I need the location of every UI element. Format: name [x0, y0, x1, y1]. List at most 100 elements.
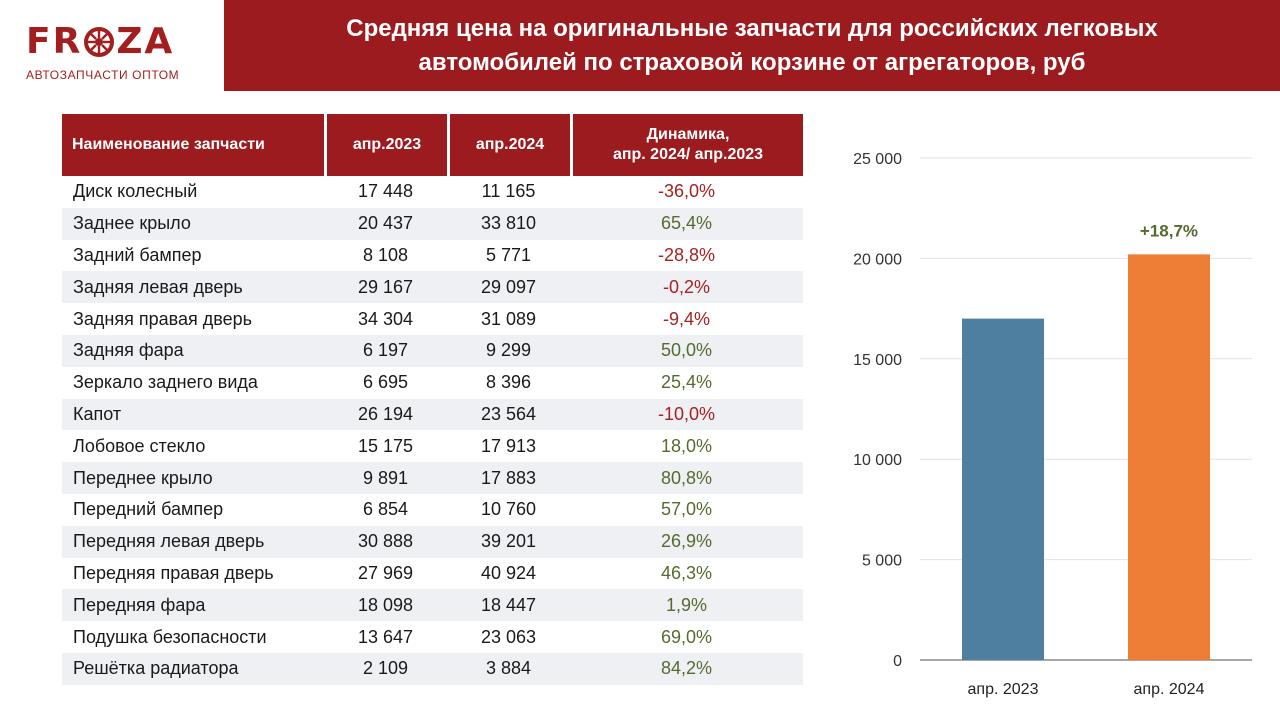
header-apr2024: апр.2024 [447, 114, 570, 176]
cell-apr2023: 8 108 [362, 244, 409, 265]
cell-change: 69,0% [660, 626, 713, 647]
bar-chart: 0 5 000 10 000 15 000 20 000 25 000 апр. 2023 а… [853, 151, 1252, 698]
table-row: Задняя фара 6 197 9 299 50,0% [62, 334, 803, 367]
header-dynamics: Динамика, апр. 2024/ апр.2023 [570, 114, 803, 176]
table-row: Переднее крыло 9 891 17 883 80,8% [62, 462, 803, 494]
cell-part-name: Капот [62, 398, 324, 431]
y-tick-label: 10 000 [853, 452, 902, 469]
table-row: Задний бампер 8 108 5 771 -28,8% [62, 240, 803, 272]
table-row: Заднее крыло 20 437 33 810 65,4% [62, 207, 803, 240]
cell-part-name: Переднее крыло [62, 462, 324, 494]
cell-apr2024: 31 089 [480, 308, 537, 329]
cell-apr2024: 29 097 [447, 271, 570, 304]
table-row: Решётка радиатора 2 109 3 884 84,2% [62, 652, 803, 685]
cell-apr2024: 23 063 [480, 626, 537, 647]
cell-change: 18,0% [660, 435, 713, 456]
table-row: Подушка безопасности 13 647 23 063 69,0% [62, 621, 803, 653]
table-header-row: Наименование запчасти апр.2023 апр.2024 … [62, 114, 803, 176]
cell-apr2023: 29 167 [324, 271, 447, 304]
cell-part-name: Передний бампер [73, 499, 224, 520]
cell-part-name: Задняя фара [62, 334, 324, 367]
cell-apr2023: 34 304 [357, 308, 414, 329]
table-row: Передняя левая дверь 30 888 39 201 26,9% [62, 525, 803, 558]
cell-apr2024: 3 884 [447, 652, 570, 685]
cell-apr2023: 30 888 [324, 525, 447, 558]
table-row: Зеркало заднего вида 6 695 8 396 25,4% [62, 367, 803, 399]
x-tick-label: апр. 2024 [1134, 681, 1205, 698]
cell-change: 1,9% [570, 589, 803, 622]
cell-part-name: Передняя левая дверь [62, 525, 324, 558]
table-row: Задняя левая дверь 29 167 29 097 -0,2% [62, 271, 803, 304]
header-apr2023: апр.2023 [324, 114, 447, 176]
cell-part-name: Решётка радиатора [62, 652, 324, 685]
cell-change: -10,0% [570, 398, 803, 431]
cell-change: -0,2% [570, 271, 803, 304]
cell-apr2023: 6 695 [362, 372, 409, 393]
cell-change: 50,0% [570, 334, 803, 367]
cell-apr2023: 15 175 [357, 435, 414, 456]
header-name: Наименование запчасти [62, 114, 324, 176]
table-body: Диск колесный 17 448 11 165 -36,0% Заднее кр… [62, 176, 803, 685]
cell-part-name: Передняя правая дверь [73, 562, 274, 583]
cell-part-name: Подушка безопасности [73, 626, 267, 647]
cell-apr2024: 23 564 [447, 398, 570, 431]
title-bar: Средняя цена на оригинальные запчасти дл… [224, 0, 1280, 91]
cell-apr2024: 11 165 [481, 181, 536, 202]
cell-part-name: Диск колесный [73, 181, 198, 202]
parts-table: Наименование запчасти апр.2023 апр.2024 … [62, 114, 803, 685]
change-annotation: +18,7% [1140, 221, 1198, 240]
cell-part-name: Лобовое стекло [73, 435, 206, 456]
header-dynamics-line-1: Динамика, [646, 126, 730, 143]
table-row: Лобовое стекло 15 175 17 913 18,0% [62, 430, 803, 462]
wheel-icon [84, 27, 115, 57]
cell-part-name: Задняя правая дверь [73, 308, 252, 329]
cell-apr2024: 17 883 [447, 462, 570, 494]
table-row: Передний бампер 6 854 10 760 57,0% [62, 494, 803, 526]
cell-apr2023: 9 891 [324, 462, 447, 494]
cell-change: 26,9% [570, 525, 803, 558]
cell-apr2024: 10 760 [480, 499, 537, 520]
cell-change: -36,0% [657, 181, 716, 202]
cell-change: -28,8% [657, 244, 716, 265]
y-tick-label: 25 000 [853, 151, 902, 168]
cell-apr2024: 5 771 [485, 244, 532, 265]
logo: FR ZA АВТОЗАПЧАСТИ ОПТОМ [0, 0, 224, 91]
header: FR ZA АВТОЗАПЧАСТИ ОПТОМ Средн [0, 0, 1280, 91]
y-tick-label: 20 000 [853, 251, 902, 268]
header-dynamics-line-2: апр. 2024/ апр.2023 [612, 146, 764, 163]
cell-change: 84,2% [570, 652, 803, 685]
table-row: Задняя правая дверь 34 304 31 089 -9,4% [62, 303, 803, 335]
cell-apr2024: 18 447 [447, 589, 570, 622]
cell-apr2024: 39 201 [447, 525, 570, 558]
cell-change: 57,0% [660, 499, 713, 520]
title-line-2: автомобилей по страховой корзине от агре… [418, 48, 1086, 76]
cell-apr2024: 17 913 [480, 435, 537, 456]
table-row: Диск колесный 17 448 11 165 -36,0% [62, 176, 803, 208]
logo-subtitle: АВТОЗАПЧАСТИ ОПТОМ [26, 68, 180, 82]
cell-apr2023: 20 437 [324, 207, 447, 240]
cell-part-name: Передняя фара [62, 589, 324, 622]
cell-part-name: Задняя левая дверь [62, 271, 324, 304]
cell-change: 80,8% [570, 462, 803, 494]
title-line-1: Средняя цена на оригинальные запчасти дл… [346, 14, 1158, 42]
cell-apr2024: 33 810 [447, 207, 570, 240]
cell-apr2024: 8 396 [485, 372, 532, 393]
table-row: Капот 26 194 23 564 -10,0% [62, 398, 803, 431]
y-tick-label: 5 000 [862, 553, 902, 570]
y-tick-label: 0 [893, 653, 902, 670]
x-tick-label: апр. 2023 [968, 681, 1039, 698]
cell-apr2023: 18 098 [324, 589, 447, 622]
logo-text: FR ZA [26, 21, 175, 62]
page-title: Средняя цена на оригинальные запчасти дл… [272, 12, 1232, 80]
cell-change: 25,4% [660, 372, 713, 393]
y-tick-label: 15 000 [853, 352, 902, 369]
cell-change: -9,4% [662, 308, 711, 329]
cell-apr2023: 2 109 [324, 652, 447, 685]
cell-part-name: Зеркало заднего вида [73, 372, 258, 393]
cell-change: 65,4% [570, 207, 803, 240]
table-row: Передняя правая дверь 27 969 40 924 46,3% [62, 558, 803, 590]
cell-apr2024: 40 924 [480, 562, 537, 583]
cell-apr2023: 6 854 [362, 499, 409, 520]
cell-apr2023: 13 647 [357, 626, 414, 647]
cell-apr2023: 27 969 [357, 562, 414, 583]
